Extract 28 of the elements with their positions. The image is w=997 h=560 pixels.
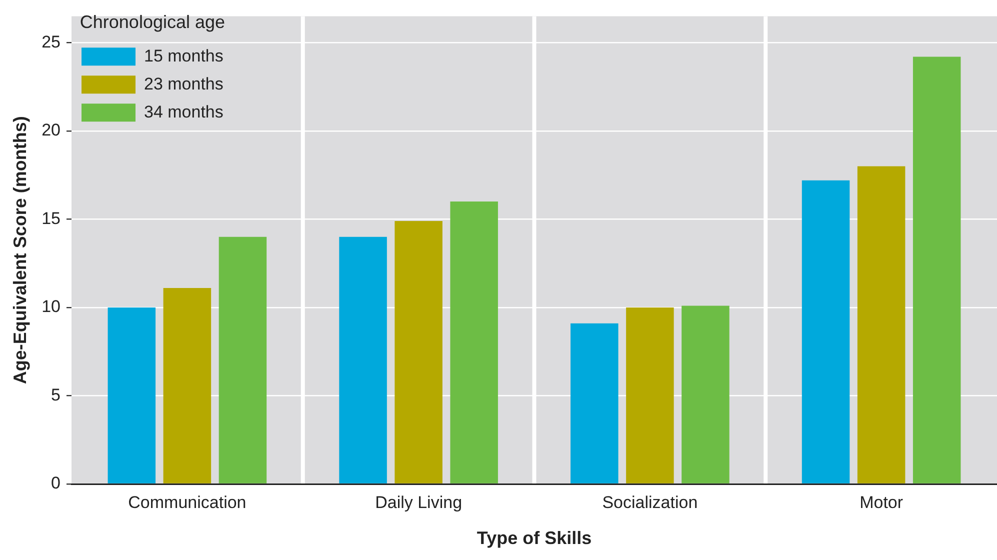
y-tick-label: 15 xyxy=(42,208,61,228)
legend-label: 15 months xyxy=(144,46,224,66)
bar xyxy=(570,323,618,484)
bar xyxy=(394,220,442,484)
bar xyxy=(912,56,961,484)
bar xyxy=(626,307,674,484)
x-tick-label: Socialization xyxy=(602,492,698,512)
bar xyxy=(802,180,850,484)
y-axis-title: Age-Equivalent Score (months) xyxy=(10,116,30,384)
x-tick-label: Daily Living xyxy=(375,492,462,512)
bar xyxy=(218,236,267,484)
y-tick-label: 20 xyxy=(42,120,61,140)
x-tick-label: Motor xyxy=(860,492,904,512)
x-axis-title: Type of Skills xyxy=(476,528,592,548)
legend-label: 34 months xyxy=(144,102,224,122)
bar xyxy=(857,166,906,484)
bar xyxy=(450,202,498,484)
bar xyxy=(339,236,387,484)
y-tick-label: 0 xyxy=(51,474,61,493)
legend-title: Chronological age xyxy=(80,12,226,32)
legend-label: 23 months xyxy=(144,74,224,94)
bar xyxy=(108,307,156,484)
y-tick-label: 10 xyxy=(42,297,61,316)
y-tick-label: 25 xyxy=(42,32,61,52)
bar xyxy=(682,306,730,484)
bar xyxy=(163,288,212,484)
y-tick-label: 5 xyxy=(51,385,61,404)
x-tick-label: Communication xyxy=(128,492,246,512)
